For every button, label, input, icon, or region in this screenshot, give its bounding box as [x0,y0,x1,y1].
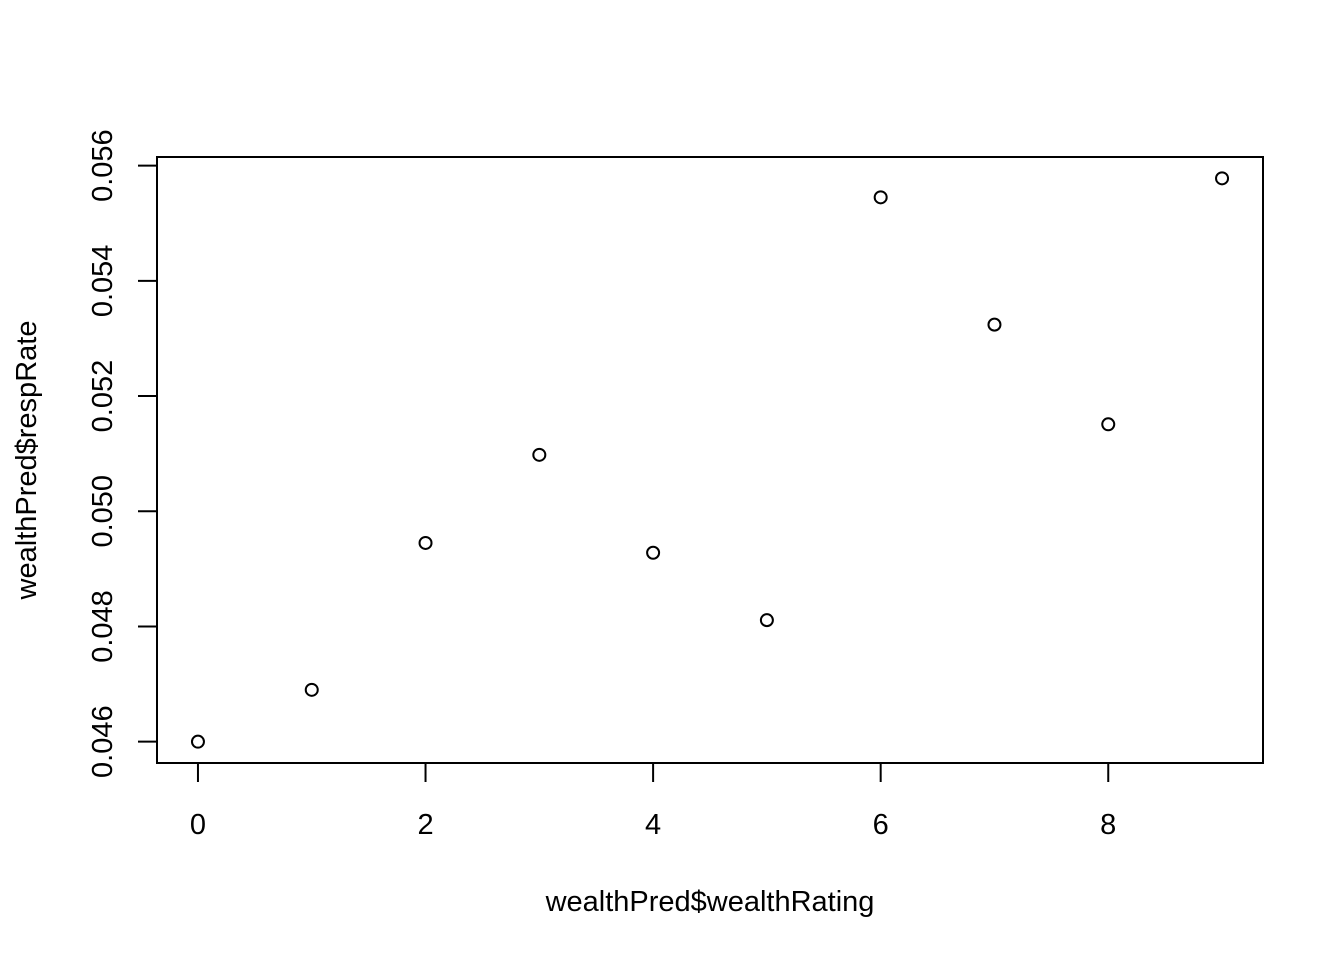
y-tick-label: 0.056 [87,129,119,202]
y-axis-label: wealthPred$respRate [11,321,43,601]
x-axis-label: wealthPred$wealthRating [545,886,875,918]
y-tick-label: 0.054 [87,245,119,318]
data-point [304,682,319,697]
y-tick-label: 0.050 [87,475,119,548]
x-tick-label: 6 [873,809,889,841]
y-tick-label: 0.048 [87,590,119,663]
data-points [190,171,1230,749]
data-point [759,613,774,628]
data-point [646,545,661,560]
x-tick-label: 0 [190,809,206,841]
x-axis: 0 2 4 6 8 [190,762,1116,841]
data-point [987,317,1002,332]
data-point [1101,417,1116,432]
data-point [1215,171,1230,186]
x-tick-label: 8 [1100,809,1116,841]
x-tick-label: 4 [645,809,661,841]
data-point [190,734,205,749]
data-point [532,447,547,462]
y-tick-label: 0.046 [87,705,119,778]
y-tick-label: 0.052 [87,360,119,433]
plot-frame [156,156,1264,764]
x-tick-label: 2 [417,809,433,841]
y-axis: 0.046 0.048 0.050 0.052 0.054 0.056 [87,129,158,778]
data-point [418,535,433,550]
data-point [873,190,888,205]
